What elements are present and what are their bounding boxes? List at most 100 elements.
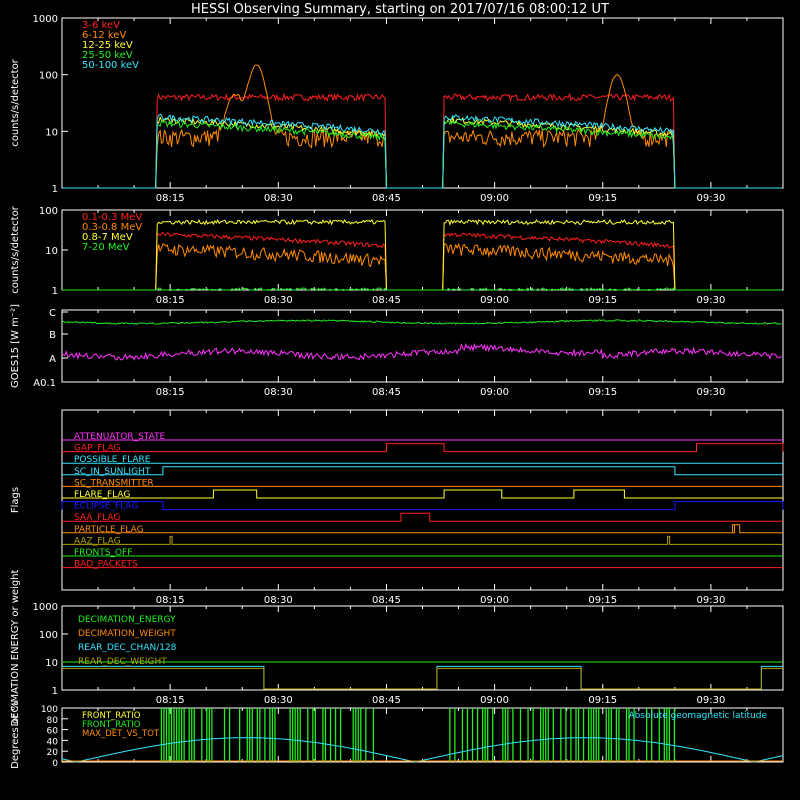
y-tick-label: 10 [45, 246, 58, 257]
goes-series-1 [61, 342, 782, 361]
y-tick-label: A0.1 [33, 378, 56, 389]
front-ratio-bar [484, 708, 486, 762]
y-tick-label: 100 [41, 705, 58, 715]
front-ratio-bar [211, 708, 213, 762]
front-ratio-bar [658, 708, 660, 762]
front-ratio-bar [175, 708, 178, 762]
x-tick-label: 09:00 [480, 387, 509, 398]
front-ratio-bar [593, 708, 595, 762]
front-ratio-bar [449, 708, 451, 762]
front-ratio-bar [297, 708, 299, 762]
y-tick-label: 1000 [33, 602, 58, 613]
front-ratio-bar [633, 708, 635, 762]
front-ratio-bar [582, 708, 585, 762]
y-axis-label: counts/s/detector [10, 58, 21, 146]
flag-label: GAP_FLAG [74, 444, 120, 454]
legend-entry: REAR_DEC_CHAN/128 [78, 643, 177, 653]
front-ratio-bar [274, 708, 276, 762]
front-ratio-bar [610, 708, 612, 762]
y-tick-label: 20 [47, 748, 59, 758]
front-ratio-bar [595, 708, 597, 762]
legend-entry: REAR_DEC_WEIGHT [78, 657, 167, 667]
front-ratio-bar [492, 708, 494, 762]
front-ratio-bar [178, 708, 180, 762]
y-tick-label: 1 [52, 184, 58, 195]
x-tick-label: 09:15 [588, 387, 617, 398]
front-ratio-bar [208, 708, 211, 762]
y-tick-label: A [49, 354, 56, 365]
front-ratio-bar [223, 708, 226, 762]
front-ratio-bar [587, 708, 590, 762]
figure-title: HESSI Observing Summary, starting on 201… [191, 2, 609, 17]
front-ratio-bar [183, 708, 185, 762]
legend-entry: FRONT_RATIO [82, 711, 141, 721]
legend-entry: 25-50 keV [82, 50, 133, 61]
front-ratio-bar [666, 708, 668, 762]
y-axis-label: GOES15 [W m⁻²] [10, 304, 21, 388]
front-ratio-bar [481, 708, 484, 762]
front-ratio-bar [188, 708, 190, 762]
front-ratio-bar [256, 708, 258, 762]
front-ratio-bar [598, 708, 600, 762]
front-ratio-bar [507, 708, 509, 762]
front-ratio-bar [504, 708, 506, 762]
x-tick-label: 09:30 [696, 595, 725, 606]
front-ratio-bar [476, 708, 479, 762]
flag-line-9 [62, 535, 783, 545]
front-ratio-bar [565, 708, 567, 762]
x-tick-label: 08:45 [372, 295, 401, 306]
flag-line-6 [61, 501, 784, 511]
front-ratio-bar [299, 708, 301, 762]
y-tick-label: 0 [52, 759, 58, 769]
front-ratio-bar [668, 708, 671, 762]
front-ratio-bar [360, 708, 362, 762]
legend-entry: 7-20 MeV [82, 242, 130, 253]
front-ratio-bar [269, 708, 271, 762]
y-tick-label: 60 [47, 727, 59, 737]
front-ratio-bar [228, 708, 231, 762]
front-ratio-bar [651, 708, 653, 762]
front-ratio-bar [532, 708, 534, 762]
front-ratio-bar [608, 708, 610, 762]
y-tick-label: 100 [39, 630, 58, 641]
front-ratio-bar [577, 708, 580, 762]
x-tick-label: 09:00 [480, 595, 509, 606]
x-tick-label: 09:15 [588, 193, 617, 204]
y-axis-label: DECIMATION ENERGY or weight [10, 569, 21, 726]
y-tick-label: C [49, 308, 56, 319]
x-tick-label: 08:15 [156, 695, 185, 706]
x-tick-label: 08:15 [156, 193, 185, 204]
front-ratio-bar [502, 708, 504, 762]
front-ratio-bar [314, 708, 317, 762]
flag-label: ECLIPSE_FLAG [74, 502, 138, 512]
front-ratio-bar [646, 708, 648, 762]
x-tick-label: 08:30 [264, 695, 293, 706]
x-tick-label: 08:45 [372, 387, 401, 398]
front-ratio-bar [246, 708, 248, 762]
goes-series-0 [61, 319, 782, 325]
front-ratio-bar [527, 708, 529, 762]
front-ratio-bar [163, 708, 165, 762]
front-ratio-bar [540, 708, 542, 762]
y-tick-label: 40 [47, 737, 59, 747]
y-tick-label: 1 [52, 286, 58, 297]
front-ratio-bar [322, 708, 324, 762]
front-ratio-bar [663, 708, 665, 762]
front-ratio-bar [291, 708, 294, 762]
x-tick-label: 09:00 [480, 695, 509, 706]
legend-entry: 6-12 keV [82, 30, 126, 41]
front-ratio-bar [618, 708, 620, 762]
flag-line-8 [62, 524, 783, 534]
front-ratio-bar [289, 708, 291, 762]
front-ratio-bar [334, 708, 337, 762]
front-ratio-bar [605, 708, 607, 762]
front-ratio-bar [570, 708, 572, 762]
legend-entry: 0.3-0.8 MeV [82, 222, 142, 233]
x-tick-label: 09:00 [480, 193, 509, 204]
front-ratio-bar [625, 708, 628, 762]
front-ratio-bar [542, 708, 544, 762]
flag-label: ATTENUATOR_STATE [74, 432, 166, 442]
front-ratio-bar [165, 708, 168, 762]
front-ratio-bar [471, 708, 474, 762]
legend-entry: DECIMATION_WEIGHT [78, 629, 176, 639]
